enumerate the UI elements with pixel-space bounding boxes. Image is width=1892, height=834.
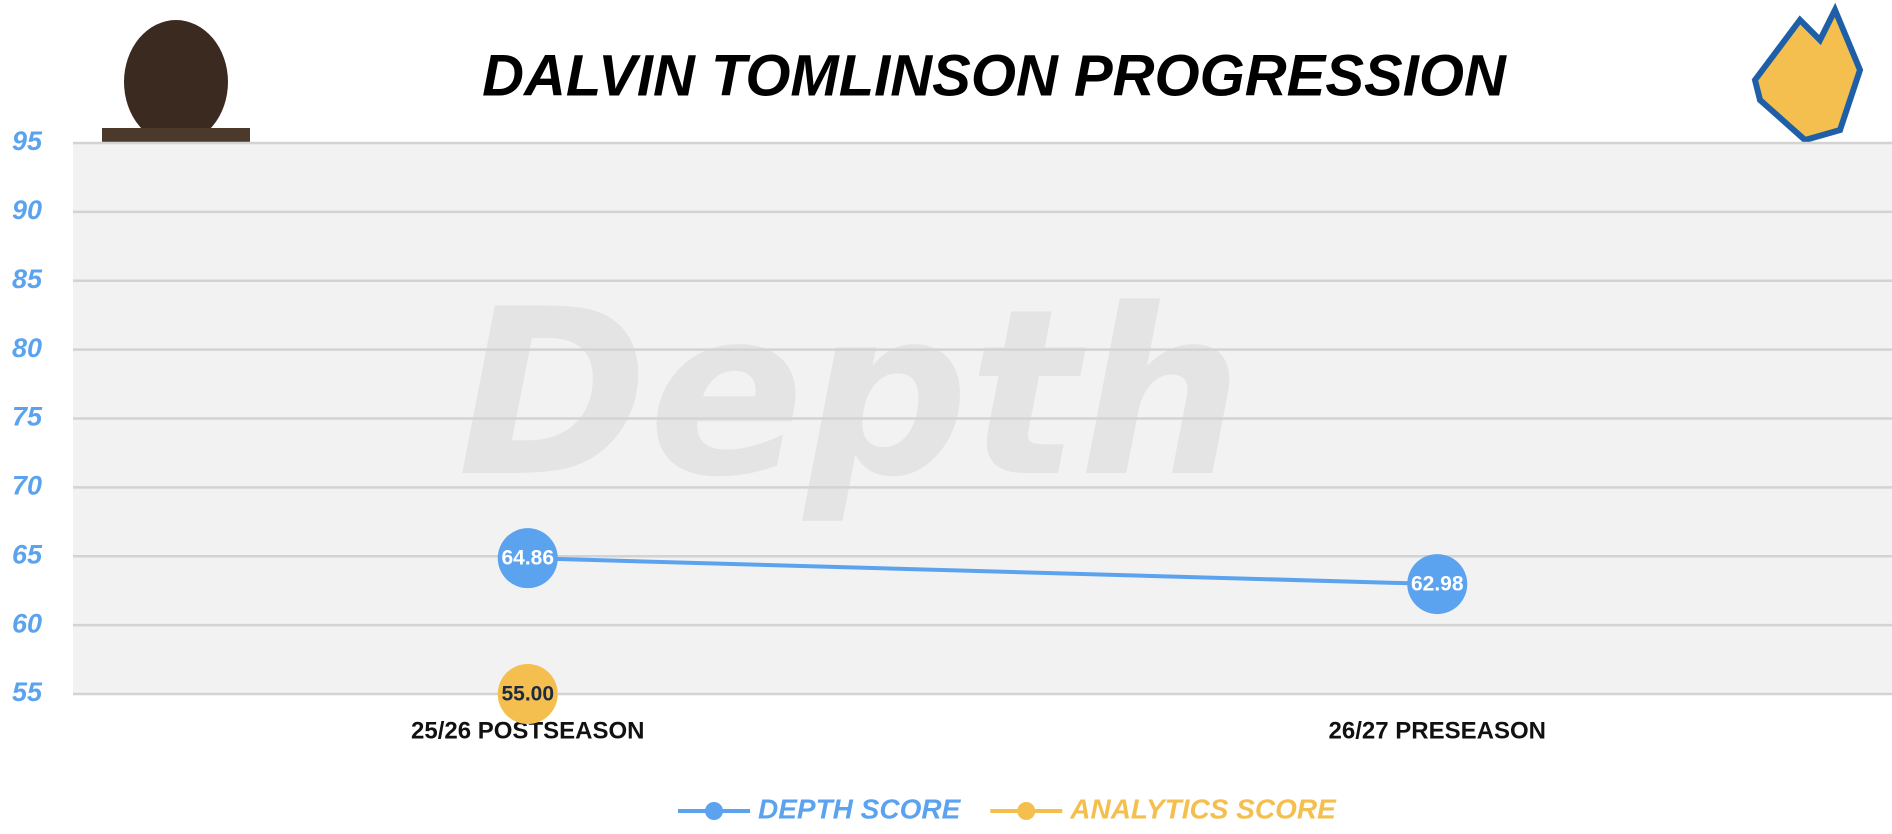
team-logo — [1751, 2, 1864, 144]
y-tick-label: 55 — [12, 677, 43, 707]
player-photo — [102, 20, 250, 144]
legend-marker — [1017, 802, 1036, 820]
y-tick-label: 70 — [12, 471, 42, 501]
data-point — [497, 664, 558, 724]
data-label: 62.98 — [1411, 573, 1464, 596]
legend-marker — [705, 802, 723, 820]
data-label: 55.00 — [501, 683, 554, 706]
data-point — [497, 528, 558, 589]
legend-label: DEPTH SCORE — [758, 793, 962, 824]
watermark: Depth — [457, 261, 1242, 528]
data-point — [1407, 554, 1468, 615]
chart-title: DALVIN TOMLINSON PROGRESSION — [482, 43, 1507, 108]
y-tick-label: 60 — [12, 608, 42, 638]
series-line — [527, 556, 1438, 587]
y-tick-label: 95 — [12, 126, 43, 156]
y-tick-label: 90 — [12, 195, 42, 225]
x-tick-label: 26/27 PRESEASON — [1329, 717, 1546, 744]
y-tick-label: 65 — [12, 539, 43, 569]
y-tick-label: 80 — [12, 333, 42, 363]
y-tick-label: 75 — [12, 402, 43, 432]
legend-label: ANALYTICS SCORE — [1069, 793, 1337, 824]
data-label: 64.86 — [501, 547, 554, 570]
y-tick-label: 85 — [12, 264, 43, 294]
